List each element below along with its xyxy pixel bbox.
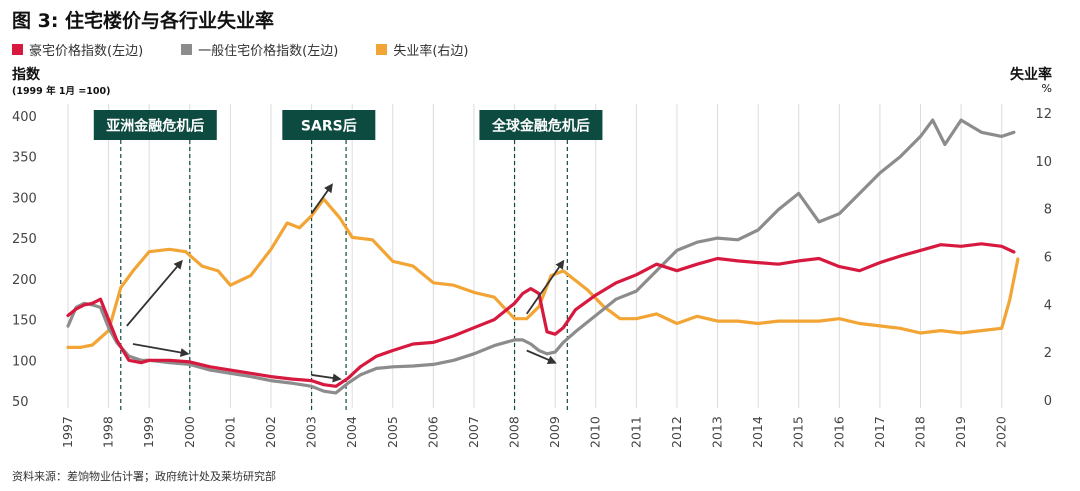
x-tick-label-1997: 1997 — [60, 416, 75, 448]
axis-ticks: 1997 1998 1999 2000 2001 2002 2003 2004 2005 2006… — [12, 107, 1052, 448]
unemployment-line — [66, 197, 1020, 349]
x-tick-label-2011: 2011 — [628, 416, 643, 448]
legend: 豪宅价格指数(左边) 一般住宅价格指数(左边) 失业率(右边) — [12, 40, 506, 59]
legend-swatch-unemployment — [376, 44, 388, 55]
series-layer — [66, 118, 1020, 395]
right-axis-unit: % — [1041, 82, 1052, 95]
x-tick-label-2014: 2014 — [750, 416, 765, 448]
luxury-price-line — [66, 242, 1016, 388]
annotation-label-2: 全球金融危机后 — [491, 118, 590, 135]
trend-arrow-0 — [126, 259, 183, 327]
legend-label-luxury: 豪宅价格指数(左边) — [29, 44, 144, 59]
x-tick-label-2007: 2007 — [466, 416, 481, 448]
x-tick-label-2002: 2002 — [263, 416, 278, 448]
annotation-box-0 — [93, 110, 217, 140]
trend-arrow-1 — [132, 343, 190, 357]
x-tick-label-2019: 2019 — [953, 416, 968, 448]
annotation-label-0: 亚洲金融危机后 — [106, 118, 204, 135]
right-tick-label-6: 6 — [1044, 251, 1052, 266]
legend-swatch-luxury — [12, 44, 23, 55]
arrow-layer — [126, 183, 565, 383]
left-tick-label-100: 100 — [12, 354, 37, 369]
x-tick-label-2013: 2013 — [710, 416, 725, 448]
x-tick-label-2012: 2012 — [669, 416, 684, 448]
left-tick-label-200: 200 — [12, 273, 37, 288]
left-axis-subtitle: (1999 年 1月 =100) — [12, 86, 111, 97]
x-tick-label-1999: 1999 — [141, 416, 156, 448]
right-tick-label-8: 8 — [1044, 203, 1052, 218]
x-tick-label-2010: 2010 — [588, 416, 603, 448]
chart-title: 图 3: 住宅楼价与各行业失业率 — [12, 10, 275, 32]
x-tick-label-2009: 2009 — [547, 416, 562, 448]
left-tick-label-250: 250 — [12, 232, 37, 247]
general-price-line — [66, 118, 1016, 395]
trend-arrow-4 — [525, 259, 565, 315]
right-tick-label-10: 10 — [1035, 155, 1052, 170]
trend-arrow-2 — [310, 183, 333, 214]
annotation-box-2 — [479, 110, 603, 140]
right-axis-title: 失业率 — [1010, 67, 1052, 83]
left-axis-title: 指数 — [12, 67, 40, 83]
annotation-label-1: SARS后 — [301, 118, 357, 135]
x-tick-label-2016: 2016 — [831, 416, 846, 448]
x-tick-label-2017: 2017 — [872, 416, 887, 448]
x-tick-label-1998: 1998 — [101, 416, 116, 448]
legend-item-unemployment: 失业率(右边) — [376, 40, 468, 59]
right-tick-label-2: 2 — [1044, 346, 1052, 361]
legend-label-general: 一般住宅价格指数(左边) — [198, 44, 339, 59]
left-tick-label-300: 300 — [12, 191, 37, 206]
x-tick-label-2015: 2015 — [791, 416, 806, 448]
legend-item-luxury: 豪宅价格指数(左边) — [12, 40, 143, 59]
left-tick-label-150: 150 — [12, 314, 37, 329]
left-tick-label-50: 50 — [12, 395, 29, 410]
x-tick-label-2008: 2008 — [507, 416, 522, 448]
x-tick-label-2004: 2004 — [344, 416, 359, 448]
right-tick-label-4: 4 — [1044, 298, 1052, 313]
legend-swatch-general — [181, 44, 193, 55]
x-tick-label-2001: 2001 — [222, 416, 237, 448]
x-tick-label-2018: 2018 — [913, 416, 928, 448]
trend-arrow-5 — [526, 349, 557, 365]
left-tick-label-350: 350 — [12, 151, 37, 166]
vertical-gridlines — [67, 104, 1003, 408]
right-tick-label-0: 0 — [1044, 394, 1052, 409]
x-tick-label-2005: 2005 — [385, 416, 400, 448]
legend-item-general: 一般住宅价格指数(左边) — [181, 40, 338, 59]
trend-arrow-3 — [311, 373, 342, 383]
source-note: 资料来源：差饷物业估计署；政府统计处及莱坊研究部 — [12, 470, 276, 483]
annotation-layer: 亚洲金融危机后 SARS后 全球金融危机后 — [93, 110, 603, 410]
right-tick-label-12: 12 — [1035, 107, 1052, 122]
x-tick-label-2000: 2000 — [182, 416, 197, 448]
x-tick-label-2020: 2020 — [994, 416, 1009, 448]
left-tick-label-400: 400 — [12, 110, 37, 125]
annotation-box-1 — [282, 110, 376, 140]
x-tick-label-2006: 2006 — [425, 416, 440, 448]
legend-label-unemployment: 失业率(右边) — [393, 44, 469, 59]
x-tick-label-2003: 2003 — [304, 416, 319, 448]
